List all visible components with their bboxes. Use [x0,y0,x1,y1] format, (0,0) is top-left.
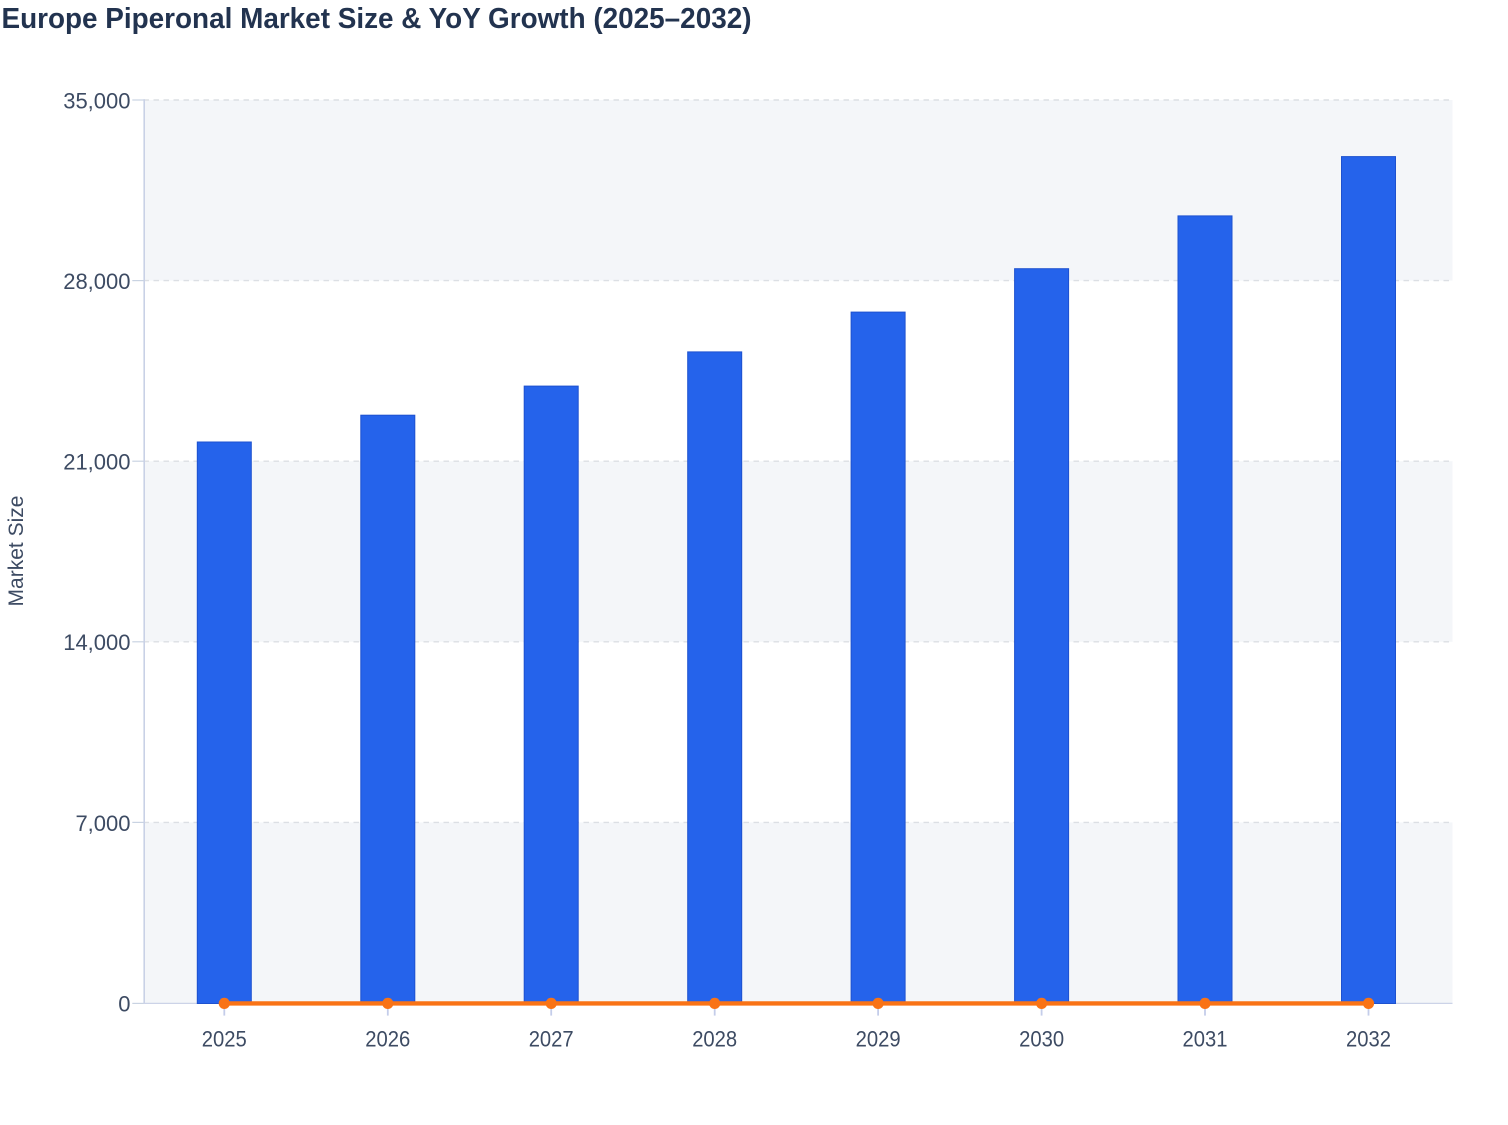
svg-text:2031: 2031 [1183,1027,1228,1052]
svg-text:28,000: 28,000 [63,269,130,294]
svg-text:2028: 2028 [692,1027,737,1052]
svg-text:2032: 2032 [1346,1027,1391,1052]
svg-text:0: 0 [118,991,130,1016]
svg-text:2027: 2027 [529,1027,574,1052]
svg-text:Europe Piperonal Market Size &: Europe Piperonal Market Size & YoY Growt… [2,3,752,35]
svg-text:2026: 2026 [365,1027,410,1052]
svg-text:7,000: 7,000 [75,811,130,836]
svg-text:21,000: 21,000 [63,450,130,475]
svg-text:35,000: 35,000 [63,88,130,113]
svg-text:14,000: 14,000 [63,630,130,655]
svg-text:Market Size: Market Size [5,496,28,607]
svg-text:2029: 2029 [856,1027,901,1052]
svg-text:2030: 2030 [1019,1027,1064,1052]
svg-text:2025: 2025 [202,1027,247,1052]
